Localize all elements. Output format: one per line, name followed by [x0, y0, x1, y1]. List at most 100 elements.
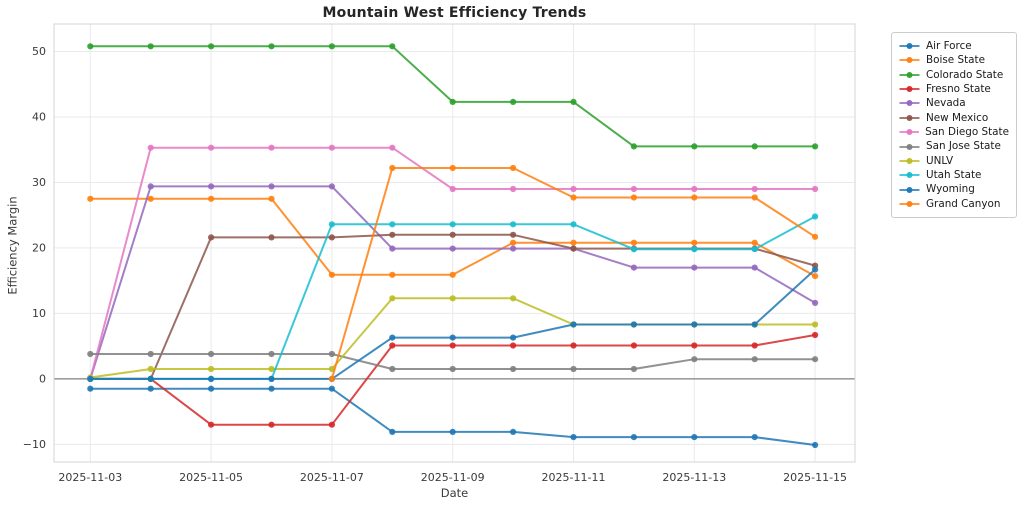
data-point: [328, 183, 335, 190]
x-axis-label: Date: [440, 486, 469, 500]
data-point: [268, 195, 275, 202]
data-point: [449, 428, 456, 435]
legend-item-unlv: UNLV: [899, 154, 1009, 168]
legend-swatch: [899, 71, 920, 78]
data-point: [751, 264, 758, 271]
data-point: [328, 385, 335, 392]
legend-item-boise-state: Boise State: [899, 53, 1009, 67]
data-point: [751, 356, 758, 363]
legend-item-san-jose-state: San Jose State: [899, 140, 1009, 154]
data-point: [630, 321, 638, 328]
legend-swatch: [899, 57, 920, 64]
data-point: [208, 234, 215, 241]
y-tick-label: −10: [23, 438, 46, 451]
data-point: [449, 365, 456, 373]
legend-swatch: [899, 129, 920, 136]
data-point: [630, 185, 638, 193]
data-point: [509, 334, 517, 341]
data-point: [570, 245, 577, 252]
legend-item-colorado-state: Colorado State: [899, 68, 1009, 82]
data-point: [208, 365, 215, 373]
legend-swatch: [899, 186, 920, 193]
data-point: [630, 264, 638, 271]
data-point: [449, 295, 456, 302]
legend-item-san-diego-state: San Diego State: [899, 125, 1009, 139]
data-point: [87, 375, 94, 382]
data-point: [87, 43, 94, 50]
data-point: [389, 231, 396, 238]
data-point: [812, 143, 819, 150]
data-point: [570, 221, 577, 228]
legend-swatch: [899, 200, 920, 207]
data-point: [812, 233, 819, 240]
data-point: [630, 194, 638, 201]
data-point: [509, 428, 517, 435]
legend: Air Force Boise State Colorado State Fresno…: [891, 32, 1017, 218]
data-point: [147, 375, 154, 382]
data-point: [691, 342, 698, 349]
series-markers-air-force: [87, 385, 819, 449]
y-tick-label: 10: [32, 307, 46, 320]
legend-label: Wyoming: [926, 183, 975, 196]
data-point: [389, 245, 396, 252]
data-point: [147, 365, 154, 373]
y-tick-label: 0: [39, 372, 46, 385]
data-point: [208, 43, 215, 50]
legend-swatch: [899, 143, 920, 150]
data-point: [268, 365, 275, 373]
legend-label: Nevada: [926, 97, 966, 110]
data-point: [570, 185, 577, 193]
data-point: [691, 246, 698, 253]
data-point: [147, 43, 154, 50]
legend-label: Colorado State: [926, 68, 1004, 81]
data-point: [570, 342, 577, 349]
data-point: [691, 434, 698, 441]
data-point: [509, 221, 517, 228]
data-point: [509, 231, 517, 238]
data-point: [630, 246, 638, 253]
data-point: [570, 365, 577, 373]
x-tick-label: 2025-11-13: [662, 471, 726, 484]
data-point: [509, 342, 517, 349]
legend-item-air-force: Air Force: [899, 39, 1009, 53]
data-point: [630, 143, 638, 150]
y-tick-label: 20: [32, 241, 46, 254]
data-point: [328, 221, 335, 228]
legend-swatch: [899, 157, 920, 164]
data-point: [691, 143, 698, 150]
data-point: [691, 356, 698, 363]
data-point: [751, 194, 758, 201]
data-point: [570, 321, 577, 328]
data-point: [389, 164, 396, 172]
data-point: [449, 334, 456, 341]
chart-title: Mountain West Efficiency Trends: [322, 5, 587, 21]
legend-label: Utah State: [926, 169, 982, 182]
series-markers-wyoming: [87, 266, 819, 382]
legend-label: San Diego State: [925, 125, 1009, 138]
data-point: [328, 350, 335, 358]
series-markers-colorado-state: [87, 43, 819, 150]
data-point: [389, 334, 396, 341]
legend-swatch: [899, 43, 920, 49]
legend-label: Fresno State: [926, 82, 991, 95]
data-point: [509, 185, 517, 193]
data-point: [509, 295, 517, 302]
data-point: [268, 183, 275, 190]
data-point: [268, 234, 275, 241]
data-point: [268, 385, 275, 392]
data-point: [691, 185, 698, 193]
data-point: [812, 441, 819, 449]
data-point: [389, 271, 396, 278]
series-markers-san-jose-state: [87, 350, 819, 373]
data-point: [389, 221, 396, 228]
x-tick-label: 2025-11-15: [783, 471, 847, 484]
data-point: [570, 194, 577, 201]
data-point: [751, 321, 758, 328]
legend-label: UNLV: [926, 154, 954, 167]
data-point: [449, 342, 456, 349]
data-point: [208, 421, 215, 428]
data-point: [147, 385, 154, 392]
data-point: [147, 195, 154, 202]
